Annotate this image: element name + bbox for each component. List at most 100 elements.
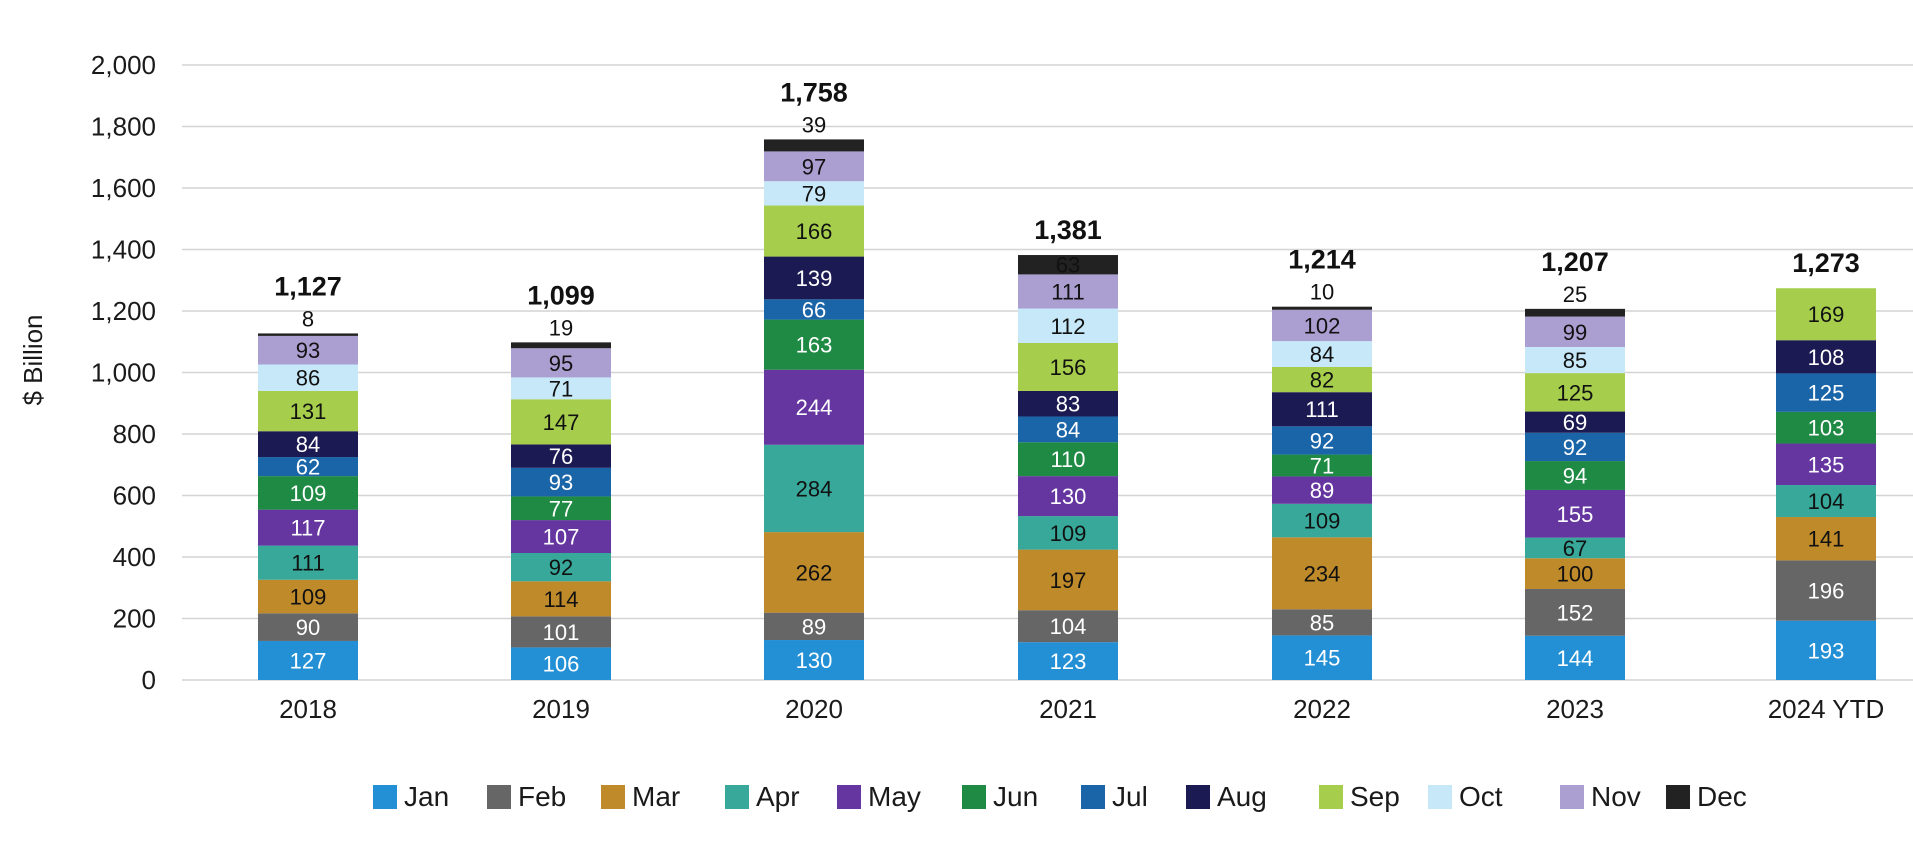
data-label: 234 bbox=[1304, 561, 1341, 586]
data-label: 76 bbox=[549, 444, 573, 469]
bar-segment-mar bbox=[1525, 558, 1625, 589]
data-label: 144 bbox=[1557, 646, 1594, 671]
bar-segment-oct bbox=[1018, 308, 1118, 343]
bar-segment-oct bbox=[1525, 346, 1625, 374]
data-label: 156 bbox=[1050, 355, 1087, 380]
bar-segment-nov bbox=[1272, 309, 1372, 342]
data-label: 82 bbox=[1310, 368, 1334, 393]
data-label: 110 bbox=[1050, 447, 1085, 472]
data-label: 109 bbox=[1050, 521, 1087, 546]
data-label: 130 bbox=[1050, 484, 1087, 509]
y-axis-title: $ Billion bbox=[18, 314, 48, 405]
data-label: 123 bbox=[1050, 649, 1087, 674]
data-label: 85 bbox=[1563, 348, 1587, 373]
data-label: 92 bbox=[1563, 435, 1587, 460]
bar-segment-jul bbox=[1776, 373, 1876, 412]
bar-segment-nov bbox=[511, 348, 611, 378]
legend-item-mar: Mar bbox=[601, 781, 680, 812]
bar-segment-may bbox=[1272, 476, 1372, 504]
y-tick-label: 600 bbox=[113, 481, 156, 511]
bar-segment-jun bbox=[1018, 442, 1118, 477]
bar-segment-apr bbox=[764, 444, 864, 533]
total-label: 1,214 bbox=[1288, 245, 1356, 275]
data-label: 84 bbox=[1056, 417, 1080, 442]
bar-segment-feb bbox=[511, 616, 611, 648]
bar-segment-jan bbox=[1776, 620, 1876, 680]
bar-segment-sep bbox=[258, 390, 358, 432]
data-label: 127 bbox=[290, 648, 327, 673]
bar-segment-oct bbox=[258, 364, 358, 391]
bar-segment-jun bbox=[764, 319, 864, 370]
legend-item-jun: Jun bbox=[962, 781, 1038, 812]
data-label: 111 bbox=[291, 551, 324, 576]
bar-segment-aug bbox=[258, 431, 358, 458]
bar-segment-feb bbox=[1525, 588, 1625, 636]
bar-segment-mar bbox=[258, 579, 358, 614]
bar-segment-aug bbox=[1776, 340, 1876, 374]
data-label: 19 bbox=[549, 315, 573, 340]
legend-item-aug: Aug bbox=[1186, 781, 1267, 812]
bar-segment-mar bbox=[1776, 517, 1876, 561]
legend-item-jul: Jul bbox=[1081, 781, 1148, 812]
legend-item-sep: Sep bbox=[1319, 781, 1400, 812]
legend-label: Nov bbox=[1591, 781, 1641, 812]
total-label: 1,099 bbox=[527, 280, 595, 310]
data-label: 8 bbox=[302, 306, 314, 331]
data-label: 66 bbox=[802, 297, 826, 322]
data-label: 139 bbox=[796, 266, 833, 291]
data-label: 83 bbox=[1056, 392, 1080, 417]
data-label: 71 bbox=[549, 376, 573, 401]
bar-segment-jun bbox=[1776, 411, 1876, 444]
total-label: 1,207 bbox=[1541, 247, 1609, 277]
data-label: 112 bbox=[1050, 314, 1085, 339]
legend-swatch bbox=[373, 785, 397, 809]
bar-segment-dec bbox=[764, 139, 864, 152]
data-label: 97 bbox=[802, 154, 826, 179]
data-label: 145 bbox=[1304, 646, 1341, 671]
legend-swatch bbox=[1428, 785, 1452, 809]
data-label: 125 bbox=[1557, 380, 1594, 405]
data-label: 92 bbox=[549, 555, 573, 580]
y-tick-label: 2,000 bbox=[91, 50, 156, 80]
data-label: 193 bbox=[1808, 638, 1845, 663]
bar-segment-oct bbox=[511, 377, 611, 400]
bar-segment-apr bbox=[258, 545, 358, 580]
data-label: 90 bbox=[296, 615, 320, 640]
data-label: 100 bbox=[1557, 562, 1594, 587]
legend-item-apr: Apr bbox=[725, 781, 800, 812]
data-label: 101 bbox=[543, 620, 580, 645]
x-tick-label: 2024 YTD bbox=[1768, 694, 1885, 724]
bar-segment-mar bbox=[1018, 549, 1118, 611]
bar-segment-oct bbox=[764, 181, 864, 206]
bar-segment-sep bbox=[1525, 373, 1625, 412]
x-tick-label: 2020 bbox=[785, 694, 843, 724]
data-label: 92 bbox=[1310, 428, 1334, 453]
legend-label: Oct bbox=[1459, 781, 1503, 812]
bar-segment-feb bbox=[1776, 560, 1876, 621]
data-label: 84 bbox=[1310, 342, 1334, 367]
legend-label: Jul bbox=[1112, 781, 1148, 812]
x-tick-label: 2021 bbox=[1039, 694, 1097, 724]
bar-segment-apr bbox=[1525, 537, 1625, 559]
data-label: 111 bbox=[1051, 279, 1084, 304]
bar-segment-dec bbox=[1018, 255, 1118, 275]
bar-segment-jun bbox=[1272, 454, 1372, 477]
bar-segment-may bbox=[511, 520, 611, 554]
legend-label: Mar bbox=[632, 781, 680, 812]
y-tick-label: 1,600 bbox=[91, 173, 156, 203]
data-label: 84 bbox=[296, 432, 320, 457]
data-label: 86 bbox=[296, 366, 320, 391]
data-label: 131 bbox=[290, 399, 327, 424]
data-label: 89 bbox=[1310, 478, 1334, 503]
legend-swatch bbox=[837, 785, 861, 809]
legend-label: Aug bbox=[1217, 781, 1267, 812]
bar-segment-aug bbox=[1272, 392, 1372, 427]
data-label: 103 bbox=[1808, 416, 1845, 441]
bar-segment-apr bbox=[511, 553, 611, 582]
data-label: 85 bbox=[1310, 610, 1334, 635]
bar-segment-sep bbox=[764, 205, 864, 257]
data-label: 117 bbox=[290, 516, 325, 541]
legend-swatch bbox=[487, 785, 511, 809]
